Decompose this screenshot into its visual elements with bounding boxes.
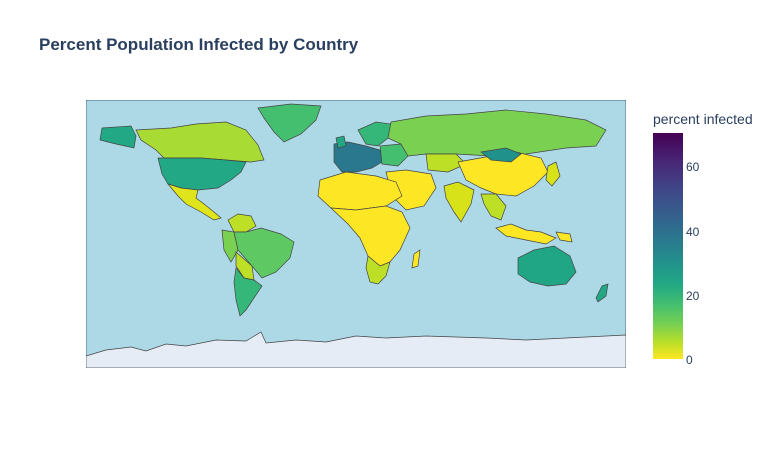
region-indonesia — [495, 223, 557, 245]
region-kazakhstan — [425, 153, 467, 173]
colorbar — [653, 133, 683, 359]
region-india — [443, 181, 475, 223]
colorbar-tick-0: 0 — [686, 353, 693, 367]
region-mexico — [166, 183, 222, 221]
region-new-zealand — [595, 283, 609, 303]
region-antarctica — [86, 331, 626, 368]
choropleth-map[interactable] — [86, 100, 626, 368]
region-europe-east — [379, 143, 409, 167]
region-uk — [335, 135, 347, 149]
region-japan — [545, 161, 561, 187]
region-argentina — [233, 267, 263, 317]
colorbar-tick-20: 20 — [686, 289, 700, 303]
region-madagascar — [411, 249, 421, 269]
region-peru — [221, 229, 239, 263]
region-south-africa — [365, 255, 391, 285]
region-png — [555, 231, 573, 243]
region-mongolia — [480, 147, 522, 163]
chart-title: Percent Population Infected by Country — [39, 35, 359, 54]
region-greenland — [257, 103, 322, 143]
colorbar-title: percent infected — [653, 111, 753, 127]
colorbar-tick-60: 60 — [686, 160, 700, 174]
region-se-asia — [480, 193, 507, 221]
region-brazil — [233, 227, 295, 279]
region-canada — [135, 121, 265, 163]
region-russia — [387, 109, 607, 157]
colorbar-tick-40: 40 — [686, 225, 700, 239]
region-europe-west — [333, 141, 383, 173]
region-alaska — [99, 125, 137, 149]
region-north-africa — [317, 171, 403, 211]
region-central-africa — [330, 205, 411, 267]
region-australia — [517, 245, 577, 287]
